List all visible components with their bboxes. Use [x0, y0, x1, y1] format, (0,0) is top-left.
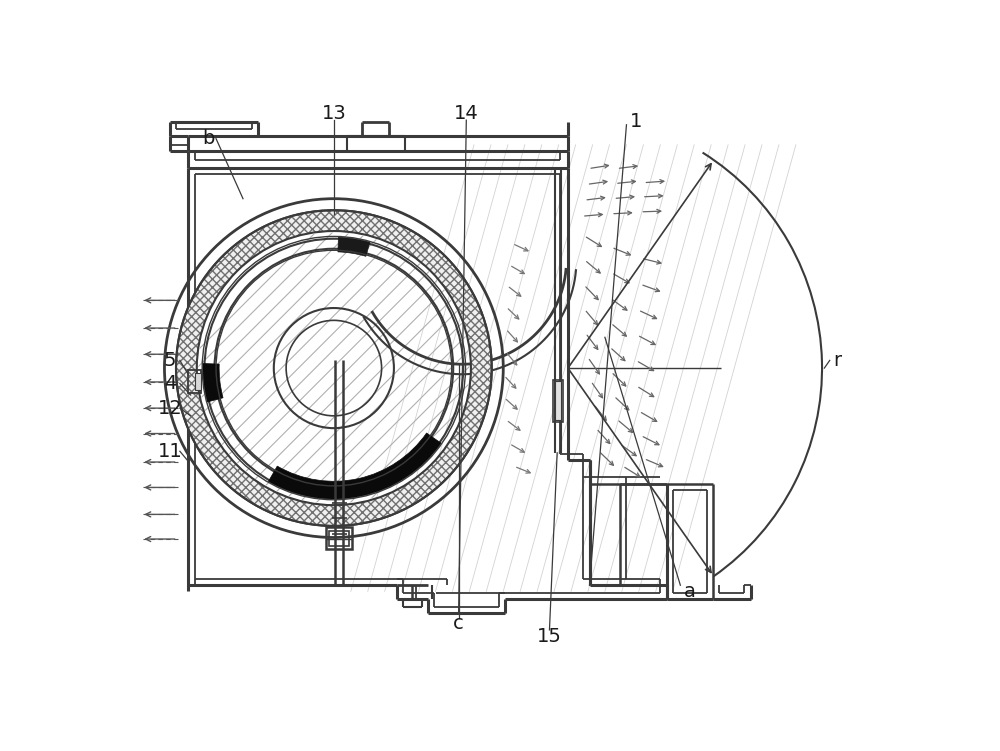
Text: a: a	[684, 582, 696, 601]
Wedge shape	[203, 363, 223, 402]
Text: 1: 1	[630, 112, 642, 131]
Bar	[326, 527, 352, 549]
Text: r: r	[833, 351, 842, 370]
Wedge shape	[176, 210, 492, 526]
Text: 11: 11	[157, 442, 182, 461]
Wedge shape	[338, 237, 370, 256]
Bar	[555, 382, 561, 421]
Text: 15: 15	[537, 626, 562, 646]
Wedge shape	[268, 433, 441, 499]
Text: c: c	[453, 614, 464, 633]
Bar	[553, 380, 563, 422]
Text: 13: 13	[321, 104, 346, 123]
Bar	[329, 530, 349, 546]
Bar	[188, 369, 201, 393]
Text: 14: 14	[454, 104, 479, 123]
Text: 4: 4	[164, 374, 176, 393]
Text: b: b	[202, 129, 215, 148]
Bar	[195, 372, 201, 390]
Text: 5: 5	[164, 351, 176, 370]
Text: 12: 12	[157, 399, 182, 418]
